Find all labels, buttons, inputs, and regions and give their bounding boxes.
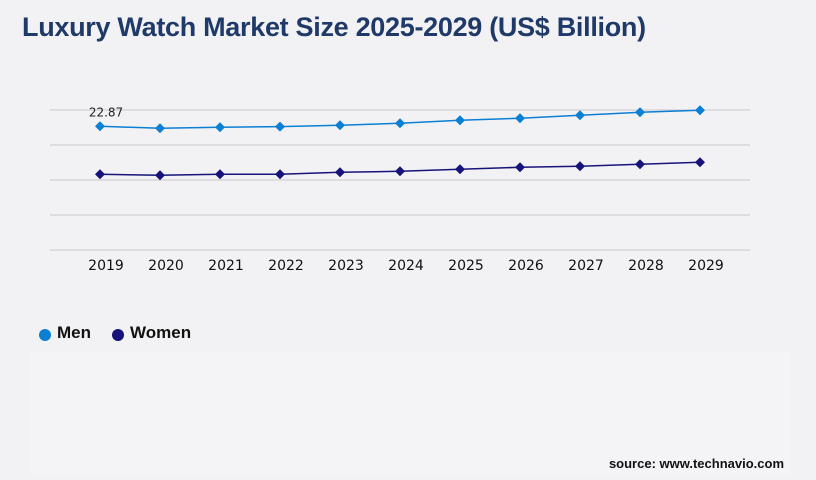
data-point-men [635,107,645,118]
data-point-women [695,157,705,168]
x-tick-label: 2023 [328,258,364,274]
chart-title: Luxury Watch Market Size 2025-2029 (US$ … [22,12,646,42]
data-point-men [275,121,285,132]
x-tick-label: 2019 [88,258,124,274]
data-point-men [155,123,165,134]
data-point-men [335,120,345,131]
data-point-women [215,169,225,180]
x-tick-label: 2028 [628,258,664,274]
data-point-women [275,169,285,180]
legend-label-men: Men [57,323,91,342]
legend-marker-women-icon [112,328,124,341]
x-tick-label: 2026 [508,258,544,274]
data-point-women [515,162,525,173]
data-point-men [695,105,705,116]
data-point-men [515,113,525,124]
data-label: 22.87 [89,105,123,119]
data-point-women [575,161,585,172]
x-tick-label: 2025 [448,258,484,274]
x-tick-label: 2021 [208,258,244,274]
data-point-women [455,164,465,175]
legend-item-women: Women [112,323,191,343]
data-point-women [155,170,165,181]
data-point-women [335,167,345,178]
legend-item-men: Men [39,323,91,343]
data-point-men [95,121,105,132]
legend-marker-men-icon [39,328,51,341]
data-point-men [215,122,225,133]
x-tick-label: 2027 [568,258,604,274]
legend-label-women: Women [130,323,192,342]
data-point-men [395,118,405,129]
background-panel [30,352,790,476]
data-point-women [635,159,645,170]
x-tick-label: 2020 [148,258,184,274]
data-point-men [455,115,465,126]
line-chart: 2019 2020 2021 2022 2023 2024 2025 2026 2027 2028… [50,105,750,274]
x-tick-label: 2029 [688,258,724,274]
data-point-women [95,169,105,180]
x-tick-label: 2022 [268,258,304,274]
data-point-women [395,166,405,177]
x-tick-label: 2024 [388,258,424,274]
source-text: source: www.technavio.com [608,456,784,471]
data-point-men [575,110,585,121]
